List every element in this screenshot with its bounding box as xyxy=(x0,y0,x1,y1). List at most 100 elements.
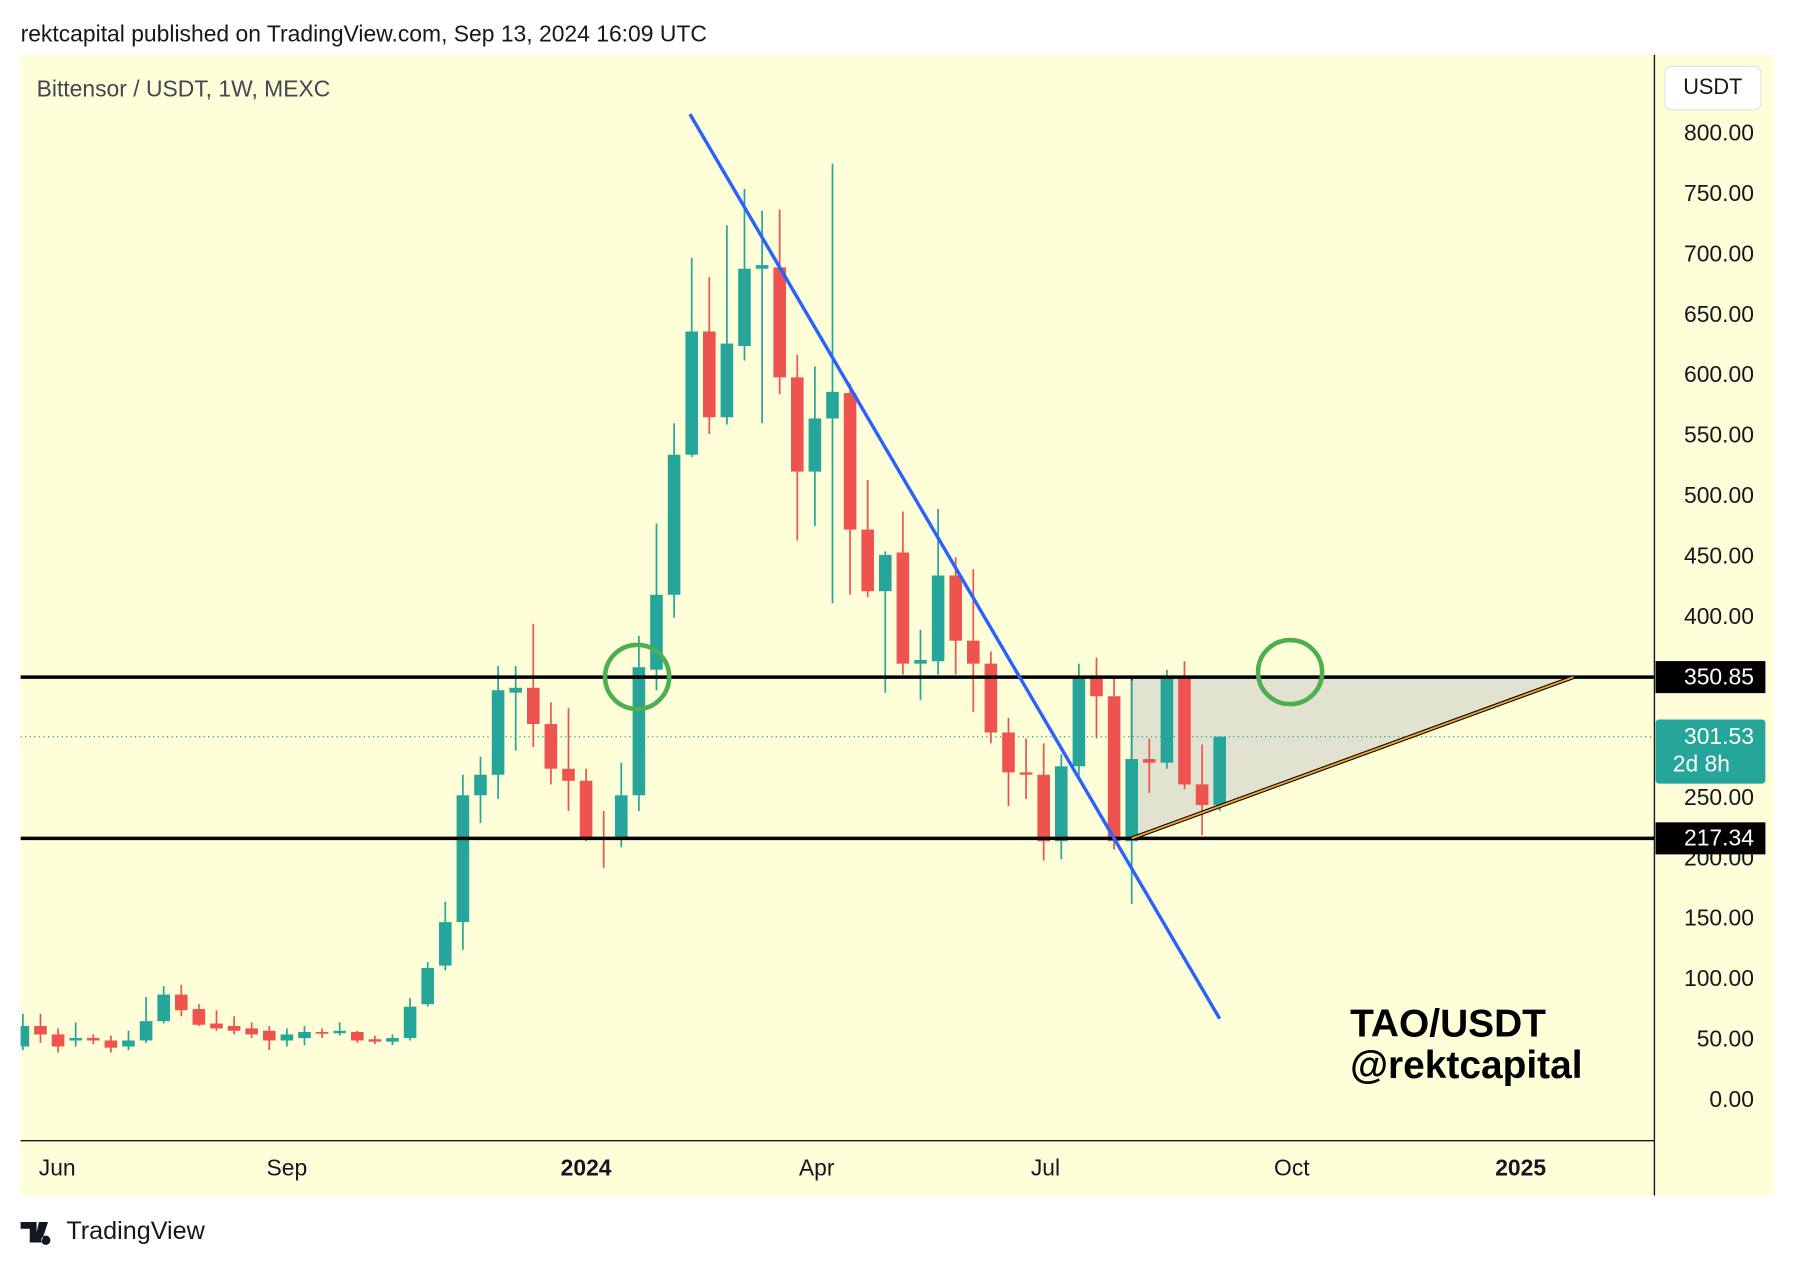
candle-body xyxy=(1072,678,1086,767)
candle-body xyxy=(755,265,769,269)
candle-body xyxy=(1090,678,1103,697)
candle-body xyxy=(966,640,980,664)
candle-body xyxy=(579,780,593,838)
candle-body xyxy=(20,1025,30,1047)
candle-body xyxy=(491,690,505,775)
y-tick-label: 400.00 xyxy=(1684,603,1754,629)
candle-body xyxy=(896,552,910,664)
candle-body xyxy=(720,343,734,418)
candle-body xyxy=(51,1034,65,1047)
y-tick-label: 500.00 xyxy=(1684,482,1754,508)
candle-body xyxy=(122,1040,135,1047)
candle-body xyxy=(192,1009,206,1025)
highlight-circle xyxy=(602,642,672,712)
y-tick-label: 0.00 xyxy=(1709,1086,1754,1112)
candle-body xyxy=(1054,766,1068,842)
y-tick-label: 250.00 xyxy=(1684,784,1754,810)
x-tick-label: Sep xyxy=(267,1154,308,1180)
candle-body xyxy=(104,1040,118,1048)
y-tick-label: 450.00 xyxy=(1684,542,1754,568)
candle-body xyxy=(544,724,558,769)
x-tick-label: Jul xyxy=(1031,1154,1060,1180)
candle-body xyxy=(1019,772,1033,775)
x-tick-label: 2025 xyxy=(1495,1154,1546,1180)
annotation: TAO/USDT xyxy=(1350,1003,1546,1046)
countdown-label: 2d 8h xyxy=(1673,750,1730,776)
triangle-support xyxy=(1131,676,1574,840)
candle-body xyxy=(1178,678,1191,785)
candle-body xyxy=(421,967,434,1005)
candle-body xyxy=(509,687,522,693)
candle-body xyxy=(1142,759,1156,763)
published-header: rektcapital published on TradingView.com… xyxy=(21,21,707,47)
candle-body xyxy=(474,774,487,796)
y-tick-label: 800.00 xyxy=(1684,120,1754,146)
candle-body xyxy=(139,1021,153,1041)
x-tick-label: Jun xyxy=(39,1154,76,1180)
level-price-box xyxy=(1655,822,1766,855)
symbol-title: Bittensor / USDT, 1W, MEXC xyxy=(37,75,331,101)
y-tick-label: 650.00 xyxy=(1684,301,1754,327)
candle-body xyxy=(262,1030,276,1041)
candle-body xyxy=(738,268,751,346)
candle-body xyxy=(456,795,470,923)
candle-body xyxy=(984,663,998,733)
trendline xyxy=(688,113,1222,1020)
candle-body xyxy=(931,575,945,662)
candle-body xyxy=(1213,736,1226,805)
candle-body xyxy=(298,1032,311,1039)
candle-body xyxy=(949,575,962,641)
candle-body xyxy=(773,267,786,378)
candle-body xyxy=(315,1032,329,1034)
candle-body xyxy=(790,377,804,472)
candle-body xyxy=(69,1038,82,1041)
x-tick-label: Apr xyxy=(799,1154,835,1180)
candle-body xyxy=(914,660,927,664)
currency-button[interactable] xyxy=(1664,65,1762,111)
candle-body xyxy=(1125,759,1138,842)
candle-body xyxy=(210,1023,223,1029)
candle-body xyxy=(808,418,822,472)
candle-body xyxy=(614,795,628,839)
annotation: @rektcapital xyxy=(1350,1044,1582,1087)
candle-body xyxy=(34,1025,47,1035)
x-tick-label: 2024 xyxy=(561,1154,612,1180)
candle-body xyxy=(861,529,874,592)
candle-body xyxy=(245,1028,258,1035)
tradingview-logo xyxy=(20,1221,51,1245)
footer-brand: TradingView xyxy=(66,1217,205,1245)
candle-body xyxy=(1195,784,1209,805)
candle-body xyxy=(333,1030,346,1034)
y-tick-label: 150.00 xyxy=(1684,905,1754,931)
last-price-label: 301.53 xyxy=(1684,723,1754,749)
candle-body xyxy=(227,1025,241,1031)
candle-body xyxy=(368,1039,382,1042)
candle-body xyxy=(1002,732,1015,773)
candle-body xyxy=(350,1032,364,1041)
candle-body xyxy=(526,687,540,725)
candle-body xyxy=(280,1034,294,1041)
y-tick-label: 700.00 xyxy=(1684,240,1754,266)
candle-body xyxy=(562,768,575,781)
candle-body xyxy=(632,667,646,796)
candle-body xyxy=(685,331,698,455)
level-price-box xyxy=(1655,661,1766,694)
axes: 0.0050.00100.00150.00200.00250.00300.003… xyxy=(39,120,1766,1180)
candle-body xyxy=(1037,774,1050,842)
candle-body xyxy=(702,331,716,418)
last-price-box xyxy=(1655,719,1766,784)
level-price-label: 350.85 xyxy=(1684,663,1754,689)
highlight-circle xyxy=(1255,637,1325,707)
currency-label: USDT xyxy=(1683,74,1742,99)
candle-body xyxy=(1160,678,1174,763)
y-tick-label: 600.00 xyxy=(1684,361,1754,387)
level-price-label: 217.34 xyxy=(1684,825,1754,851)
candle-body xyxy=(843,393,857,530)
candle-body xyxy=(878,554,892,592)
candle-body xyxy=(826,391,839,419)
candle-body xyxy=(438,922,452,966)
candle-body xyxy=(174,994,188,1011)
candle-body xyxy=(386,1038,399,1042)
candle-body xyxy=(403,1006,417,1039)
